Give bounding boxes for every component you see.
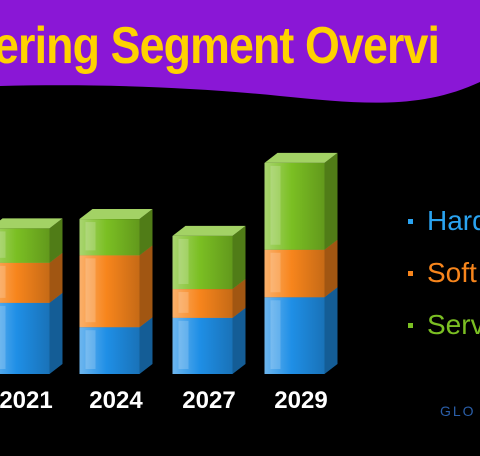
x-tick-label: 2027: [182, 387, 235, 414]
bar-front: [0, 302, 50, 374]
bar-gloss: [178, 320, 189, 369]
bar-gloss: [85, 222, 96, 251]
bar-front: [79, 255, 140, 328]
bar-front: [0, 228, 50, 263]
bar-side: [324, 287, 338, 374]
banner-shape: [0, 0, 480, 103]
bar-front: [0, 262, 50, 303]
footer-brand: GLO: [440, 403, 476, 419]
bar-side: [232, 307, 246, 374]
bar-side: [139, 245, 153, 328]
bar-segment: [79, 245, 153, 328]
bar-front: [79, 327, 140, 374]
bar-segment: [0, 218, 63, 263]
bar-top: [79, 209, 153, 220]
bar-gloss: [0, 265, 6, 298]
bar-front: [172, 235, 233, 290]
bar-gloss: [85, 258, 96, 323]
bar-side: [49, 218, 63, 263]
bar-side: [49, 292, 63, 374]
bar-front: [264, 162, 325, 250]
stacked-bar-chart: 2021 2024 2027 2029: [0, 152, 338, 414]
title-banner: [0, 0, 480, 103]
bar-side: [232, 225, 246, 290]
bar-gloss: [178, 292, 189, 313]
bar-front: [172, 289, 233, 318]
bar-segment: [79, 209, 153, 256]
x-tick-label: 2021: [0, 387, 53, 414]
bar-gloss: [0, 305, 6, 369]
bar-gloss: [270, 252, 281, 293]
x-tick-label: 2024: [89, 387, 143, 414]
bar-front: [264, 249, 325, 298]
bar-gloss: [0, 231, 6, 258]
bar-top: [172, 225, 246, 236]
bar-top: [264, 152, 338, 163]
bar-top: [0, 218, 63, 229]
x-tick-label: 2029: [274, 387, 327, 414]
bar-side: [139, 209, 153, 256]
bar-gloss: [85, 330, 96, 369]
bar-side: [324, 239, 338, 298]
bar-side: [49, 252, 63, 303]
bar-side: [232, 279, 246, 318]
bar-side: [324, 152, 338, 250]
bar-segment: [264, 152, 338, 250]
bar-gloss: [178, 238, 189, 285]
page-title: fering Segment Overvi: [0, 17, 440, 75]
bar-gloss: [270, 165, 281, 245]
bar-segment: [172, 225, 246, 290]
bar-gloss: [270, 300, 281, 369]
bar-side: [139, 317, 153, 374]
bar-front: [79, 219, 140, 256]
bar-segment: [0, 292, 63, 374]
bar-segment: [264, 287, 338, 374]
bar-front: [264, 297, 325, 374]
bar-front: [172, 317, 233, 374]
